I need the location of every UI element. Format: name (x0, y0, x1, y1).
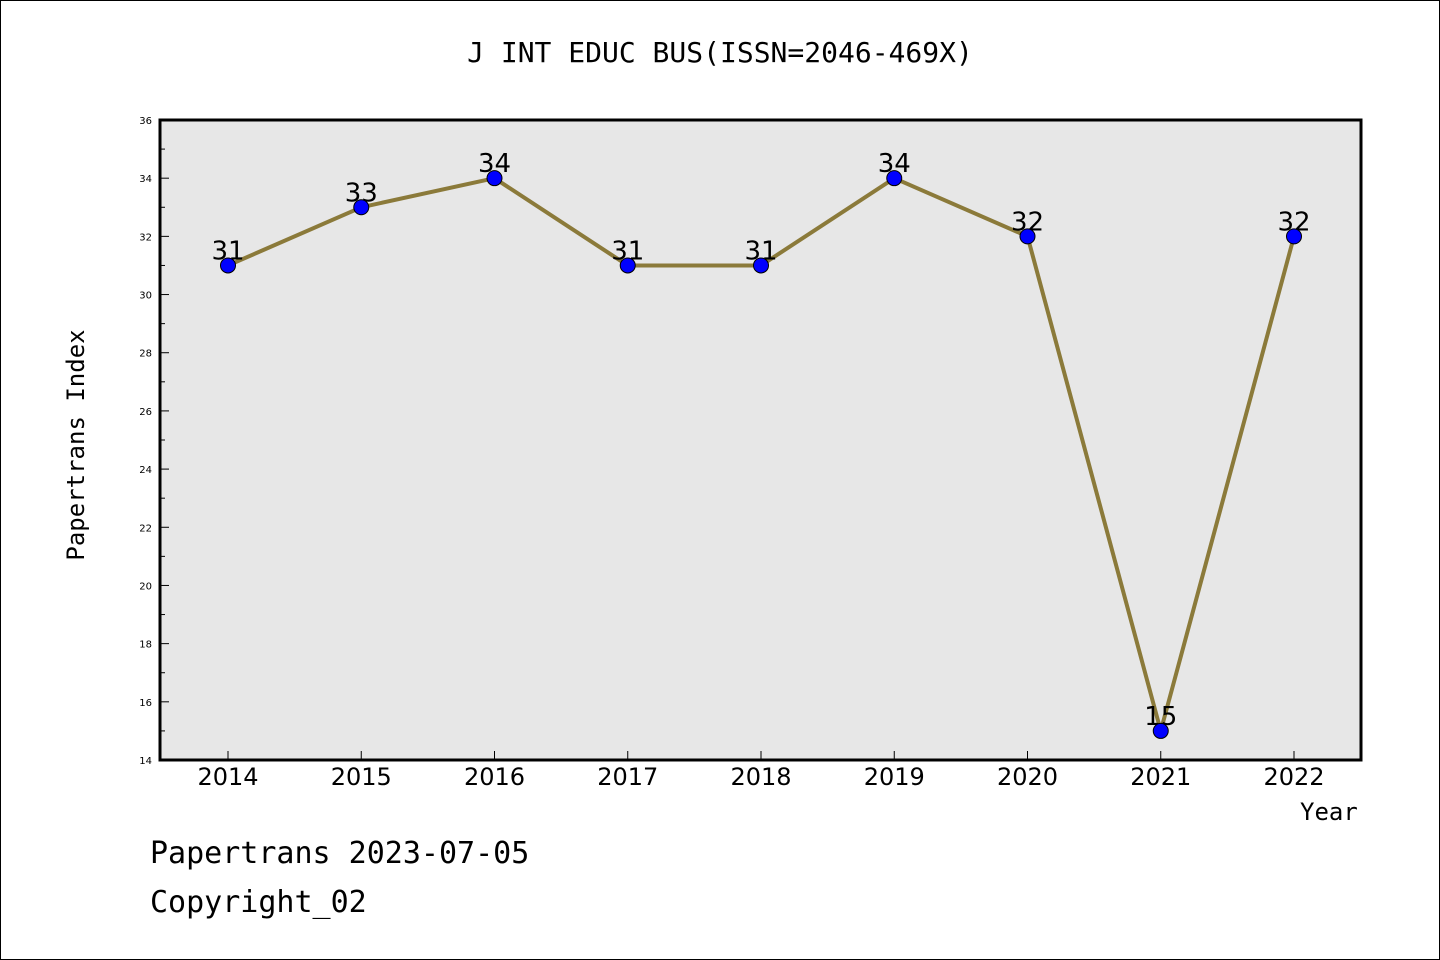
x-tick-label: 2016 (464, 763, 525, 791)
plot-area (158, 118, 1363, 762)
x-tick-label: 2019 (864, 763, 925, 791)
data-point (1152, 722, 1169, 739)
y-tick-label: 20 (139, 581, 152, 592)
data-point (486, 170, 503, 187)
y-tick-label: 22 (139, 523, 152, 534)
x-axis-label: Year (1300, 798, 1358, 826)
y-tick-label: 16 (139, 698, 152, 709)
y-axis: 14 16 18 20 22 24 26 28 30 32 34 36 (139, 116, 169, 767)
data-point (353, 199, 370, 216)
x-tick-label: 2021 (1130, 763, 1191, 791)
y-tick-label: 14 (139, 756, 152, 767)
x-tick-label: 2014 (197, 763, 258, 791)
x-tick-label: 2015 (331, 763, 392, 791)
footer-date-line: Papertrans 2023-07-05 (150, 836, 530, 871)
y-tick-label: 30 (139, 291, 152, 302)
y-tick-label: 34 (139, 174, 152, 185)
footer-copyright-line: Copyright_02 (150, 885, 367, 920)
y-tick-label: 36 (139, 116, 152, 127)
x-tick-label: 2022 (1263, 763, 1324, 791)
y-tick-label: 18 (139, 640, 152, 651)
y-tick-label: 24 (139, 465, 152, 476)
x-tick-label: 2020 (997, 763, 1058, 791)
data-point (1286, 228, 1302, 245)
data-point (220, 257, 236, 274)
y-tick-label: 26 (139, 407, 152, 418)
data-point (753, 257, 769, 274)
y-tick-label: 28 (139, 349, 152, 360)
data-point (1019, 228, 1036, 245)
data-point (619, 257, 636, 274)
x-tick-label: 2017 (597, 763, 658, 791)
data-point (886, 170, 903, 187)
x-tick-label: 2018 (730, 763, 791, 791)
x-axis: 2014 2015 2016 2017 2018 2019 2020 2021 2022 (197, 751, 1325, 791)
chart-title: J INT EDUC BUS(ISSN=2046-469X) (467, 36, 973, 69)
y-tick-label: 32 (139, 232, 152, 243)
